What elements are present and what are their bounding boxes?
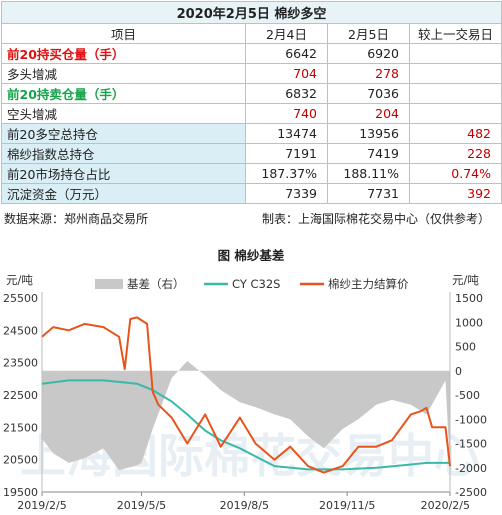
row-value: 7036	[327, 83, 410, 104]
legend-label: 棉纱主力结算价	[328, 277, 409, 291]
row-value: 7419	[327, 143, 410, 164]
y-left-tick-label: 23500	[3, 357, 38, 370]
basis-area-series	[42, 361, 450, 471]
y-left-tick-label: 24500	[3, 324, 38, 337]
row-value: 187.37%	[245, 163, 328, 184]
row-label: 空头增减	[1, 103, 246, 124]
table-row: 前20市场持仓占比 187.37% 188.11% 0.74%	[1, 163, 502, 184]
y-right-tick-label: -500	[455, 389, 480, 402]
producer-note: 制表：上海国际棉花交易中心（仅供参考）	[262, 212, 491, 226]
row-value: 13474	[245, 123, 328, 144]
y-right-tick-label: -1000	[455, 413, 487, 426]
x-tick-label: 2019/5/5	[117, 499, 166, 512]
row-value: 6920	[327, 43, 410, 64]
table-row: 前20持卖仓量（手） 6832 7036	[1, 83, 502, 104]
row-label: 多头增减	[1, 63, 246, 84]
data-source: 数据来源：郑州商品交易所	[4, 212, 149, 226]
y-right-tick-label: -2500	[455, 486, 487, 499]
row-value: 0.74%	[409, 163, 502, 184]
row-value: 6832	[245, 83, 328, 104]
y-right-tick-label: -1500	[455, 438, 487, 451]
row-value: 278	[327, 63, 410, 84]
row-label: 前20持卖仓量（手）	[1, 83, 246, 104]
table-row: 前20持买仓量（手） 6642 6920	[1, 43, 502, 64]
x-tick-label: 2019/11/5	[319, 499, 375, 512]
table-title: 2020年2月5日 棉纱多空	[1, 1, 502, 24]
table-row: 前20多空总持仓 13474 13956 482	[1, 123, 502, 144]
table-row: 沉淀资金（万元） 7339 7731 392	[1, 183, 502, 204]
row-value: 204	[327, 103, 410, 124]
row-value: 188.11%	[327, 163, 410, 184]
legend-label: 基差（右）	[127, 277, 185, 291]
x-tick-label: 2020/2/5	[421, 499, 470, 512]
chart-title: 图 棉纱基差	[218, 248, 285, 263]
table-row: 空头增减 740 204	[1, 103, 502, 124]
header-item: 项目	[1, 23, 246, 44]
x-tick-label: 2019/8/5	[220, 499, 269, 512]
y-right-tick-label: -2000	[455, 462, 487, 475]
row-value	[409, 103, 502, 124]
table-row: 棉纱指数总持仓 7191 7419 228	[1, 143, 502, 164]
row-label: 前20多空总持仓	[1, 123, 246, 144]
row-value: 392	[409, 183, 502, 204]
y-right-tick-label: 1500	[455, 292, 483, 305]
row-label: 沉淀资金（万元）	[1, 183, 246, 204]
y-left-tick-label: 19500	[3, 486, 38, 499]
row-value: 7191	[245, 143, 328, 164]
cy-c32s-series-line	[41, 379, 450, 471]
row-value: 13956	[327, 123, 410, 144]
row-value: 7731	[327, 183, 410, 204]
y-left-tick-label: 20500	[3, 454, 38, 467]
row-value	[409, 63, 502, 84]
y-left-tick-label: 22500	[3, 389, 38, 402]
row-value	[409, 83, 502, 104]
table-row: 多头增减 704 278	[1, 63, 502, 84]
row-value	[409, 43, 502, 64]
row-value: 482	[409, 123, 502, 144]
y-right-label: 元/吨	[452, 273, 479, 287]
header-feb4: 2月4日	[245, 23, 328, 44]
basis-position-table: 2020年2月5日 棉纱多空 项目 2月4日 2月5日 较上一交易日 前20持买…	[1, 1, 502, 204]
header-change: 较上一交易日	[409, 23, 502, 44]
row-value: 704	[245, 63, 328, 84]
row-value: 6642	[245, 43, 328, 64]
row-label: 前20市场持仓占比	[1, 163, 246, 184]
header-feb5: 2月5日	[327, 23, 410, 44]
y-right-tick-label: 1000	[455, 316, 483, 329]
y-left-label: 元/吨	[6, 273, 33, 287]
row-value: 228	[409, 143, 502, 164]
row-value: 740	[245, 103, 328, 124]
y-right-tick-label: 0	[455, 365, 462, 378]
x-tick-label: 2019/2/5	[17, 499, 66, 512]
y-left-tick-label: 21500	[3, 421, 38, 434]
row-label: 棉纱指数总持仓	[1, 143, 246, 164]
futures-settlement-series-line	[41, 316, 451, 474]
row-value: 7339	[245, 183, 328, 204]
legend-swatch-basis	[95, 279, 123, 289]
legend-label: CY C32S	[232, 277, 280, 291]
y-right-tick-label: 500	[455, 341, 476, 354]
y-left-tick-label: 25500	[3, 292, 38, 305]
row-label: 前20持买仓量（手）	[1, 43, 246, 64]
